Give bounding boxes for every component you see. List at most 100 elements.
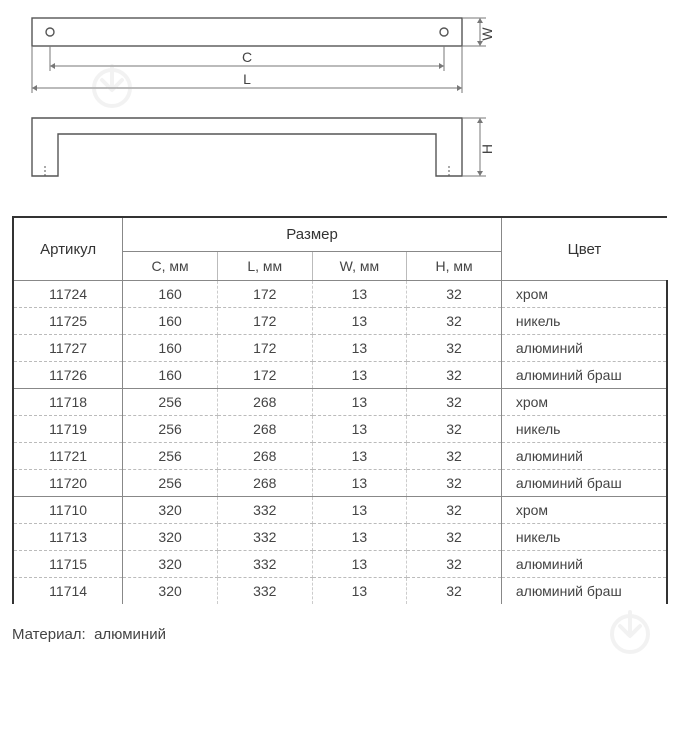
cell-article: 11720 [13,470,123,497]
cell-color: хром [501,497,667,524]
table-row: 117271601721332алюминий [13,335,667,362]
cell-h: 32 [407,578,502,605]
cell-w: 13 [312,335,407,362]
cell-l: 332 [217,524,312,551]
cell-h: 32 [407,281,502,308]
col-size: Размер [123,217,502,252]
material-value: алюминий [94,626,166,643]
cell-l: 172 [217,281,312,308]
table-row: 117212562681332алюминий [13,443,667,470]
cell-article: 11715 [13,551,123,578]
cell-color: хром [501,281,667,308]
svg-text:L: L [243,71,251,87]
cell-article: 11714 [13,578,123,605]
cell-c: 160 [123,335,218,362]
cell-h: 32 [407,308,502,335]
cell-w: 13 [312,281,407,308]
cell-c: 160 [123,308,218,335]
table-row: 117103203321332хром [13,497,667,524]
col-c: C, мм [123,252,218,281]
cell-color: никель [501,416,667,443]
col-l: L, мм [217,252,312,281]
cell-w: 13 [312,443,407,470]
cell-color: алюминий браш [501,578,667,605]
cell-color: алюминий [501,551,667,578]
table-body: 117241601721332хром117251601721332никель… [13,281,667,605]
cell-h: 32 [407,524,502,551]
cell-l: 268 [217,416,312,443]
cell-h: 32 [407,470,502,497]
cell-h: 32 [407,389,502,416]
col-article: Артикул [13,217,123,281]
cell-l: 172 [217,308,312,335]
cell-article: 11724 [13,281,123,308]
cell-article: 11710 [13,497,123,524]
col-color: Цвет [501,217,667,281]
cell-color: никель [501,308,667,335]
cell-w: 13 [312,578,407,605]
cell-h: 32 [407,335,502,362]
material-label: Материал: [12,626,86,643]
table-row: 117143203321332алюминий браш [13,578,667,605]
cell-l: 268 [217,443,312,470]
cell-c: 256 [123,470,218,497]
cell-w: 13 [312,497,407,524]
cell-color: алюминий [501,443,667,470]
table-row: 117261601721332алюминий браш [13,362,667,389]
technical-diagram: CL W H [12,8,668,188]
cell-c: 320 [123,551,218,578]
table-row: 117133203321332никель [13,524,667,551]
table-row: 117182562681332хром [13,389,667,416]
cell-article: 11719 [13,416,123,443]
cell-h: 32 [407,443,502,470]
cell-l: 172 [217,362,312,389]
cell-color: хром [501,389,667,416]
cell-color: никель [501,524,667,551]
cell-w: 13 [312,470,407,497]
table-row: 117192562681332никель [13,416,667,443]
cell-color: алюминий браш [501,470,667,497]
page: CL W H Артикул Размер Цвет C, мм L, мм W, … [12,8,668,643]
cell-article: 11725 [13,308,123,335]
col-w: W, мм [312,252,407,281]
cell-article: 11727 [13,335,123,362]
cell-h: 32 [407,362,502,389]
cell-l: 268 [217,389,312,416]
cell-w: 13 [312,524,407,551]
cell-l: 332 [217,578,312,605]
cell-color: алюминий [501,335,667,362]
cell-c: 256 [123,389,218,416]
cell-w: 13 [312,416,407,443]
cell-l: 332 [217,551,312,578]
cell-h: 32 [407,416,502,443]
cell-w: 13 [312,389,407,416]
cell-c: 160 [123,362,218,389]
table-row: 117202562681332алюминий браш [13,470,667,497]
cell-article: 11721 [13,443,123,470]
cell-c: 256 [123,416,218,443]
svg-text:H: H [479,144,495,154]
cell-color: алюминий браш [501,362,667,389]
cell-l: 172 [217,335,312,362]
col-h: H, мм [407,252,502,281]
table-row: 117241601721332хром [13,281,667,308]
table-row: 117251601721332никель [13,308,667,335]
spec-table: Артикул Размер Цвет C, мм L, мм W, мм H,… [12,216,668,604]
cell-c: 160 [123,281,218,308]
cell-article: 11718 [13,389,123,416]
cell-h: 32 [407,551,502,578]
cell-article: 11713 [13,524,123,551]
cell-c: 320 [123,578,218,605]
cell-c: 320 [123,497,218,524]
cell-c: 320 [123,524,218,551]
cell-c: 256 [123,443,218,470]
cell-w: 13 [312,362,407,389]
cell-l: 268 [217,470,312,497]
table-row: 117153203321332алюминий [13,551,667,578]
svg-text:W: W [479,27,495,41]
cell-l: 332 [217,497,312,524]
material-line: Материал: алюминий [12,626,668,643]
cell-article: 11726 [13,362,123,389]
svg-text:C: C [242,49,252,65]
cell-w: 13 [312,308,407,335]
